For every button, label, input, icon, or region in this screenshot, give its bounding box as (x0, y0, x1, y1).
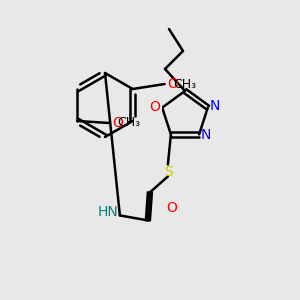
Text: O: O (150, 100, 160, 114)
Text: O: O (112, 116, 123, 130)
Text: CH₃: CH₃ (118, 116, 141, 130)
Text: O: O (150, 100, 160, 114)
Text: N: N (201, 128, 211, 142)
Text: CH₃: CH₃ (173, 77, 196, 91)
Text: O: O (167, 201, 177, 215)
Text: N: N (210, 99, 220, 112)
Text: HN: HN (98, 206, 118, 219)
Text: S: S (164, 165, 173, 179)
Text: O: O (168, 77, 178, 91)
